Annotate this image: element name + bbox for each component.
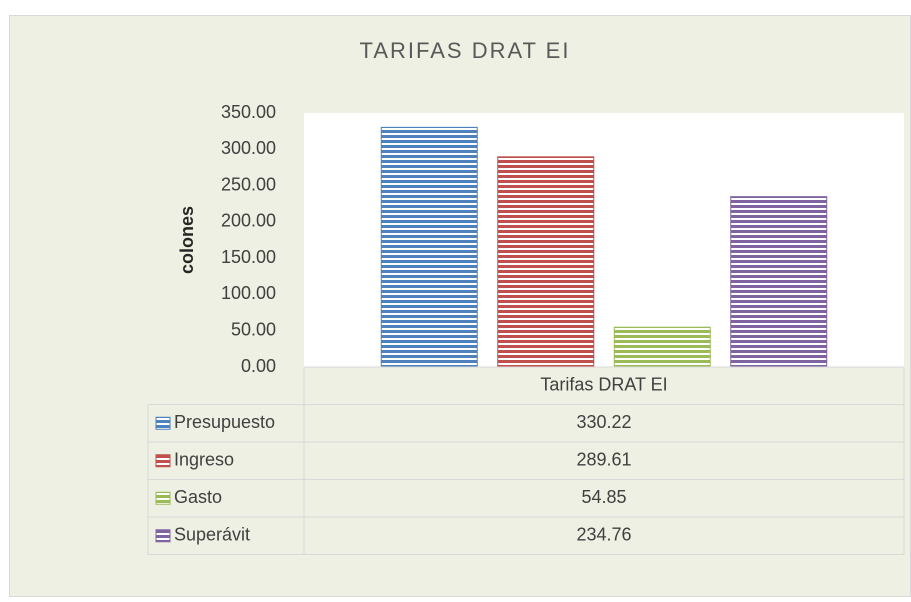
- legend-label: Gasto: [174, 487, 222, 507]
- table-value: 234.76: [576, 525, 631, 545]
- bar: [613, 326, 711, 368]
- legend-swatch: [155, 491, 171, 505]
- table-value: 330.22: [576, 412, 631, 432]
- y-tick-label: 350.00: [221, 102, 276, 122]
- y-axis-label: colones: [177, 206, 197, 274]
- y-tick-label: 100.00: [221, 283, 276, 303]
- legend-swatch: [155, 416, 171, 430]
- bar: [730, 196, 828, 368]
- legend-label: Presupuesto: [174, 412, 275, 432]
- y-tick-label: 300.00: [221, 138, 276, 158]
- y-tick-label: 200.00: [221, 211, 276, 231]
- chart-title: TARIFAS DRAT EI: [360, 38, 571, 63]
- y-tick-label: 150.00: [221, 247, 276, 267]
- y-tick-label: 0.00: [241, 356, 276, 376]
- bar: [497, 156, 595, 368]
- x-tick-label: Tarifas DRAT EI: [540, 375, 667, 395]
- y-tick-label: 250.00: [221, 174, 276, 194]
- table-value: 289.61: [576, 450, 631, 470]
- y-tick-label: 50.00: [231, 319, 276, 339]
- table-value: 54.85: [581, 487, 626, 507]
- legend-swatch: [155, 454, 171, 468]
- legend-label: Ingreso: [174, 450, 234, 470]
- bar: [380, 126, 478, 368]
- legend-swatch: [155, 529, 171, 543]
- legend-label: Superávit: [174, 525, 250, 545]
